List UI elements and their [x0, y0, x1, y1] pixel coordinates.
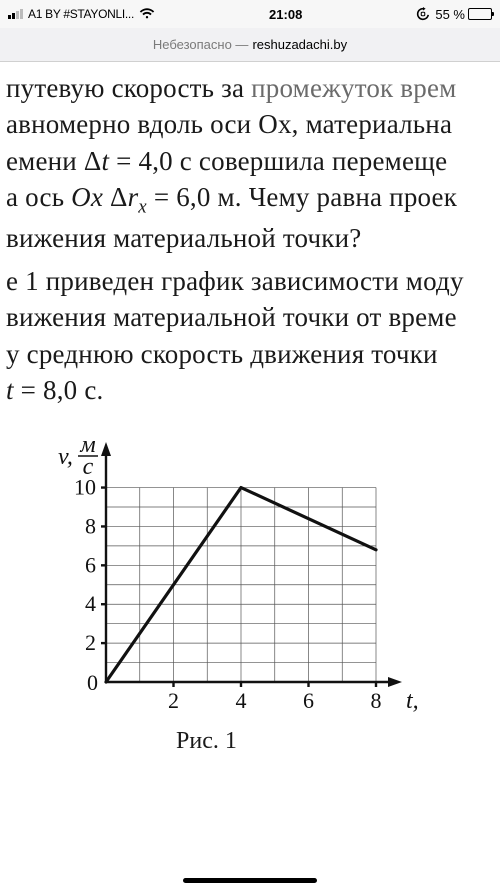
velocity-time-chart: 24681024680v,мсt, с — [36, 428, 424, 724]
text-line-8: у среднюю скорость движения точки — [6, 336, 500, 372]
text-line-4c: = 6,0 м. Чему равна проек — [147, 182, 457, 212]
svg-text:v,: v, — [58, 444, 73, 470]
clock: 21:08 — [269, 7, 302, 22]
status-left: A1 BY #STAYONLI... — [8, 7, 155, 21]
svg-text:6: 6 — [303, 688, 314, 713]
svg-text:0: 0 — [87, 670, 98, 695]
carrier-label: A1 BY #STAYONLI... — [28, 7, 134, 21]
url-host-label: reshuzadachi.by — [252, 37, 347, 52]
svg-text:8: 8 — [371, 688, 382, 713]
wifi-icon — [139, 8, 155, 20]
text-line-4r: r — [128, 182, 139, 212]
svg-text:с: с — [83, 454, 94, 480]
text-line-7: вижения материальной точки от време — [6, 299, 500, 335]
text-line-4a: а ось — [6, 182, 71, 212]
text-line-9b: = 8,0 с. — [14, 375, 104, 405]
text-line-1a: путевую скорость за — [6, 73, 251, 103]
battery-pct-label: 55 % — [435, 7, 465, 22]
text-line-3a: емени Δ — [6, 146, 101, 176]
svg-text:8: 8 — [85, 514, 96, 539]
text-line-5: вижения материальной точки? — [6, 220, 500, 256]
text-line-4sub: x — [138, 197, 147, 218]
text-line-3b: = 4,0 с совершила перемеще — [109, 146, 447, 176]
scanned-text: путевую скорость за промежуток врем авно… — [0, 70, 500, 408]
text-line-9a: t — [6, 375, 14, 405]
url-bar[interactable]: Небезопасно — reshuzadachi.by — [0, 28, 500, 62]
signal-icon — [8, 9, 23, 19]
svg-text:2: 2 — [168, 688, 179, 713]
battery-indicator: 55 % — [435, 7, 492, 22]
text-line-4b: Δ — [103, 182, 128, 212]
svg-text:4: 4 — [85, 592, 96, 617]
svg-text:4: 4 — [236, 688, 247, 713]
security-warning-label: Небезопасно — — [153, 37, 249, 52]
svg-text:6: 6 — [85, 553, 96, 578]
svg-text:2: 2 — [85, 631, 96, 656]
svg-text:t, с: t, с — [406, 688, 424, 714]
status-right: 55 % — [416, 7, 492, 22]
text-line-4ox: Ох — [71, 182, 103, 212]
battery-icon — [468, 8, 492, 20]
text-line-1b: промежуток врем — [251, 73, 456, 103]
home-indicator[interactable] — [183, 878, 317, 883]
page-content: путевую скорость за промежуток врем авно… — [0, 62, 500, 889]
orientation-lock-icon — [416, 7, 430, 21]
figure-caption: Рис. 1 — [36, 728, 237, 755]
status-bar: A1 BY #STAYONLI... 21:08 55 % — [0, 0, 500, 28]
text-line-2: авномерно вдоль оси Ох, материальна — [6, 106, 500, 142]
figure-1: 24681024680v,мсt, с Рис. 1 — [0, 428, 500, 755]
text-line-6: е 1 приведен график зависимости моду — [6, 263, 500, 299]
